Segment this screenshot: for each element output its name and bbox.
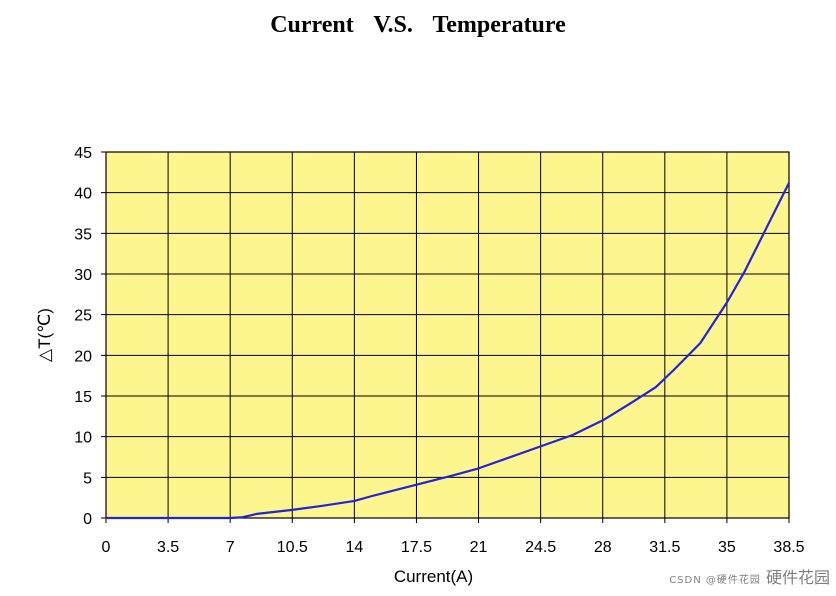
- x-tick-label: 14: [345, 539, 363, 556]
- y-tick-label: 5: [83, 470, 92, 487]
- y-axis-label: △T(℃): [35, 308, 54, 362]
- x-axis-label: Current(A): [394, 567, 473, 586]
- plot-area: [105, 151, 790, 519]
- x-tick-label: 17.5: [401, 539, 432, 556]
- y-axis-ticks: 0 5 10 15 20 25 30 35 40 45: [74, 145, 92, 528]
- y-tick-label: 30: [74, 267, 92, 284]
- y-tick-label: 20: [74, 348, 92, 365]
- y-tick-label: 45: [74, 145, 92, 162]
- y-tick-label: 35: [74, 226, 92, 243]
- watermark-text: 硬件花园: [765, 568, 830, 587]
- x-tick-label: 3.5: [157, 539, 179, 556]
- y-tick-label: 0: [83, 511, 92, 528]
- x-tick-label: 24.5: [525, 539, 556, 556]
- watermark: CSDN @硬件花园 硬件花园: [669, 564, 830, 588]
- watermark-small-text: CSDN @硬件花园: [669, 575, 761, 586]
- x-tick-label: 7: [226, 539, 235, 556]
- chart-title: Current V.S. Temperature: [270, 12, 566, 38]
- x-tick-label: 35: [718, 539, 736, 556]
- x-tick-label: 28: [594, 539, 612, 556]
- x-tick-label: 0: [102, 539, 111, 556]
- grid-lines: [101, 151, 790, 523]
- y-tick-label: 15: [74, 389, 92, 406]
- x-tick-label: 21: [470, 539, 488, 556]
- y-tick-label: 10: [74, 430, 92, 447]
- y-tick-label: 40: [74, 186, 92, 203]
- x-tick-label: 31.5: [649, 539, 680, 556]
- y-tick-label: 25: [74, 308, 92, 325]
- x-tick-label: 10.5: [277, 539, 308, 556]
- x-tick-label: 38.5: [773, 539, 804, 556]
- series-line: [106, 182, 790, 520]
- x-axis-ticks: 0 3.5 7 10.5 14 17.5 21 24.5 28 31.5 35 38.5: [102, 539, 805, 556]
